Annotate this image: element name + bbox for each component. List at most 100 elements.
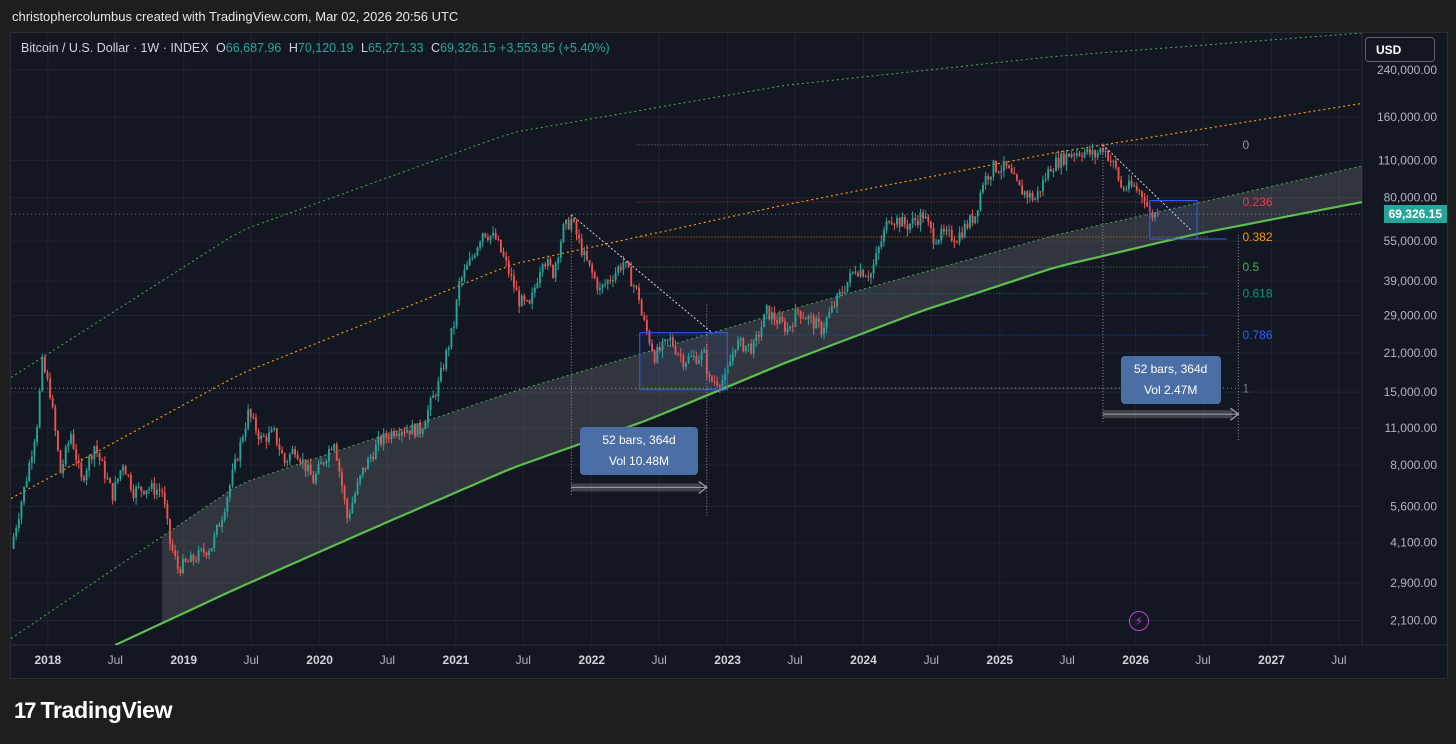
candle-body: [1013, 172, 1016, 175]
candle-body: [784, 321, 786, 332]
candle-body: [797, 309, 799, 311]
candle-body: [330, 449, 333, 451]
ruler-info-box-2026[interactable]: 52 bars, 364d Vol 2.47M: [1120, 356, 1221, 405]
candle-body: [789, 326, 792, 329]
candle-body: [281, 450, 283, 454]
candle-body: [572, 218, 575, 222]
candle-body: [184, 558, 187, 562]
candle-body: [523, 295, 526, 301]
x-tick-label: 2025: [986, 653, 1013, 667]
candle-body: [440, 368, 442, 382]
candle-body: [995, 160, 997, 172]
candle-body: [291, 449, 294, 454]
candle-body: [1057, 157, 1060, 168]
candle-body: [658, 346, 661, 351]
candle-body: [1042, 179, 1044, 192]
candle-body: [836, 294, 839, 307]
candle-body: [898, 218, 901, 227]
candle-body: [294, 449, 296, 455]
lightning-icon[interactable]: ⚡: [1129, 611, 1149, 631]
candle-body: [398, 433, 401, 436]
channel-line-lower: [11, 165, 1362, 639]
low-value: 65,271.33: [367, 41, 424, 55]
candle-body: [518, 290, 521, 307]
candle-body: [135, 487, 138, 499]
candle-body: [77, 460, 80, 463]
candle-body: [169, 518, 171, 544]
candle-body: [698, 359, 700, 364]
candle-body: [140, 486, 143, 491]
candle-body: [716, 381, 719, 386]
ruler-info-box-2022[interactable]: 52 bars, 364d Vol 10.48M: [580, 427, 699, 476]
candle-body: [1099, 148, 1102, 153]
candle-body: [320, 462, 323, 465]
candle-body: [145, 490, 148, 495]
plot-area: 0 0.236 0.382 0.5 0.618 0.786 1: [11, 33, 1362, 645]
x-tick-label: 2019: [170, 653, 197, 667]
currency-button[interactable]: USD: [1365, 37, 1435, 62]
fib-level-label: 1: [1242, 381, 1249, 395]
candle-body: [828, 312, 831, 318]
candle-body: [513, 275, 515, 288]
candle-body: [364, 467, 367, 470]
candle-body: [200, 548, 203, 550]
candle-body: [656, 346, 659, 363]
y-tick-label: 110,000.00: [1378, 154, 1437, 168]
chart-frame[interactable]: 240,000.00 160,000.00 110,000.00 80,000.00 5…: [10, 32, 1448, 679]
candle-body: [890, 222, 893, 225]
candle-body: [241, 437, 244, 442]
channel-line-outer: [11, 33, 1362, 378]
candle-body: [437, 381, 440, 397]
candle-body: [927, 216, 930, 222]
candle-body: [479, 242, 482, 248]
candle-body: [109, 478, 111, 484]
range-box-2022: [639, 332, 728, 391]
candle-body: [911, 218, 914, 224]
candle-body: [215, 524, 218, 535]
candle-body: [596, 278, 599, 290]
candle-body: [815, 318, 818, 329]
candle-body: [1036, 191, 1039, 200]
x-tick-label: 2027: [1258, 653, 1285, 667]
candle-body: [174, 550, 177, 557]
candle-body: [883, 230, 885, 242]
candle-body: [12, 536, 15, 549]
candle-body: [862, 269, 865, 277]
symbol-title[interactable]: Bitcoin / U.S. Dollar · 1W · INDEX: [21, 41, 209, 55]
candle-body: [192, 554, 195, 561]
candle-body: [205, 552, 208, 556]
candle-body: [244, 428, 247, 438]
candle-body: [690, 356, 693, 358]
x-tick-label: 2024: [850, 653, 877, 667]
candle-body: [976, 210, 979, 217]
candle-body: [486, 237, 489, 241]
candle-body: [1138, 190, 1141, 192]
candle-body: [382, 433, 385, 445]
candle-body: [46, 372, 49, 379]
candle-body: [997, 171, 1000, 173]
candle-body: [468, 258, 471, 266]
tradingview-logo[interactable]: 17 TradingView: [14, 697, 173, 724]
candle-body: [1070, 154, 1073, 157]
candle-body: [849, 272, 852, 283]
price-chart[interactable]: 240,000.00 160,000.00 110,000.00 80,000.00 5…: [11, 33, 1447, 678]
candle-body: [645, 319, 648, 331]
candle-body: [85, 470, 88, 481]
candle-body: [760, 326, 763, 337]
x-tick-label: 2021: [443, 653, 470, 667]
candle-body: [937, 239, 940, 244]
candle-body: [223, 511, 226, 521]
candle-body: [520, 295, 523, 307]
candle-body: [802, 318, 805, 320]
candle-body: [622, 262, 625, 270]
candle-body: [557, 257, 560, 264]
ruler-volume-text: Vol 2.47M: [1143, 383, 1198, 398]
candle-body: [922, 212, 925, 219]
x-tick-label: Jul: [1059, 653, 1074, 667]
trendline-2026: [1102, 144, 1193, 232]
candle-body: [72, 434, 75, 450]
candle-body: [940, 228, 943, 240]
candle-body: [419, 423, 422, 435]
close-value: 69,326.15: [440, 41, 496, 55]
candle-body: [463, 269, 466, 278]
